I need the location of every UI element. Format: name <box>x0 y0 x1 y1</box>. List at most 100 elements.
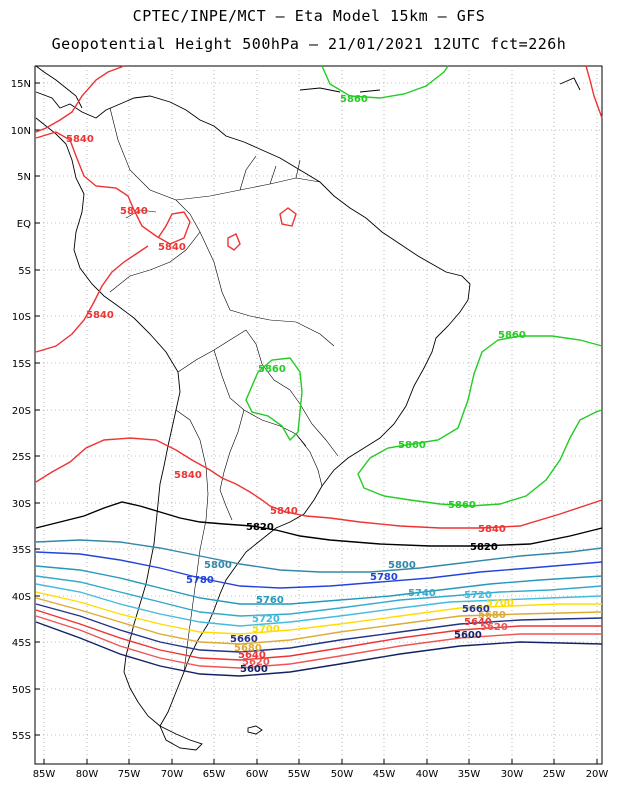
contour-5800 <box>35 539 603 573</box>
contour-label: 5800 <box>204 560 232 571</box>
contour-label: 5840 <box>174 470 202 481</box>
lat-label: 10N <box>11 126 31 137</box>
contour-5780 <box>35 551 603 589</box>
contour-label: 5720 <box>464 590 492 601</box>
contour-label: 5860 <box>258 364 286 375</box>
contour-label: 5800 <box>388 560 416 571</box>
coastline <box>35 65 581 751</box>
lon-label: 45W <box>373 769 396 780</box>
contour-label: 5840 <box>120 206 148 217</box>
contour-label: 5860 <box>340 94 368 105</box>
lat-label: 40S <box>12 592 31 603</box>
latitude-labels: 15N 10N 5N EQ 5S 10S 15S 20S 25S 30S 35S… <box>11 79 31 742</box>
contour-5720 <box>35 583 603 627</box>
contour-5820 <box>35 501 603 547</box>
lat-label: 5N <box>17 172 31 183</box>
contour-labels: 5860 5840 5840 5840 5840 5860 5860 5860 … <box>66 94 526 675</box>
contour-label: 5660 <box>230 634 258 645</box>
lon-label: 55W <box>288 769 311 780</box>
contour-label: 5840 <box>270 506 298 517</box>
lat-label: 5S <box>18 266 31 277</box>
contour-label: 5700 <box>486 598 514 609</box>
lat-label: 25S <box>12 452 31 463</box>
contour-label: 5680 <box>234 643 262 654</box>
contour-label: 5600 <box>454 630 482 641</box>
falkland-islands <box>247 725 263 735</box>
lon-label: 80W <box>76 769 99 780</box>
lon-label: 50W <box>331 769 354 780</box>
contour-label: 5680 <box>478 610 506 621</box>
contour-5760 <box>35 565 603 605</box>
central-america-coastline <box>35 65 83 109</box>
axis-ticks <box>35 82 598 764</box>
lon-label: 20W <box>586 769 609 780</box>
contour-5840-amazon-blob <box>227 233 241 251</box>
lon-label: 35W <box>458 769 481 780</box>
lat-label: 35S <box>12 545 31 556</box>
lat-label: 50S <box>12 685 31 696</box>
contour-label: 5760 <box>256 595 284 606</box>
contour-label: 5860 <box>448 500 476 511</box>
contour-label: 5620 <box>480 622 508 633</box>
contour-5600 <box>35 621 603 677</box>
contour-5620 <box>35 615 602 669</box>
map-subtitle: Geopotential Height 500hPa – 21/01/2021 … <box>51 35 567 53</box>
contour-5740 <box>35 575 603 617</box>
lat-label: 15S <box>12 359 31 370</box>
contour-5860-atlantic <box>357 335 603 507</box>
contour-label: 5720 <box>252 614 280 625</box>
contour-label: 5820 <box>246 522 274 533</box>
contour-label: 5640 <box>238 650 266 661</box>
lon-label: 75W <box>118 769 141 780</box>
lon-label: 40W <box>416 769 439 780</box>
lat-label: 10S <box>12 312 31 323</box>
contour-5860-altiplano <box>245 357 303 442</box>
contour-label: 5840 <box>86 310 114 321</box>
lon-label: 30W <box>501 769 524 780</box>
contour-label: 5660 <box>462 604 490 615</box>
contour-label: 5600 <box>240 664 268 675</box>
contour-5840-south <box>35 437 603 529</box>
contour-5840-north <box>35 65 191 245</box>
contour-label: 5860 <box>498 330 526 341</box>
south-america-coastline <box>35 91 471 727</box>
lat-label: 20S <box>12 406 31 417</box>
contour-label: 5640 <box>464 617 492 628</box>
lat-label: 30S <box>12 499 31 510</box>
contour-5660 <box>35 603 603 653</box>
lat-label: 55S <box>12 731 31 742</box>
map-title: CPTEC/INPE/MCT – Eta Model 15km – GFS <box>132 7 486 25</box>
lon-label: 25W <box>543 769 566 780</box>
contour-label: 5740 <box>408 588 436 599</box>
contour-5840-blob-2 <box>279 207 297 227</box>
contour-label: 5840 <box>66 134 94 145</box>
contours <box>35 65 603 677</box>
contour-5640 <box>35 609 602 661</box>
lon-label: 65W <box>203 769 226 780</box>
lat-label: 45S <box>12 638 31 649</box>
contour-5860-caribbean <box>321 65 449 99</box>
contour-label: 5780 <box>186 575 214 586</box>
contour-label: 5820 <box>470 542 498 553</box>
contour-label: 5620 <box>242 657 270 668</box>
lon-label: 60W <box>246 769 269 780</box>
lon-label: 70W <box>161 769 184 780</box>
map-frame <box>34 65 603 765</box>
contour-5840-ne <box>585 65 603 119</box>
tierra-del-fuego <box>159 725 203 751</box>
contour-label: 5780 <box>370 572 398 583</box>
contour-label: 5860 <box>398 440 426 451</box>
graticule <box>35 66 602 764</box>
lon-label: 85W <box>33 769 56 780</box>
contour-label: 5700 <box>252 624 280 635</box>
contour-label: 5840 <box>158 242 186 253</box>
caribbean-islands <box>299 77 581 93</box>
lat-label: EQ <box>17 219 31 230</box>
contour-5840-west <box>35 245 149 353</box>
contour-5680 <box>35 597 603 645</box>
contour-5700 <box>35 591 602 635</box>
contour-label: 5840 <box>478 524 506 535</box>
longitude-labels: 85W 80W 75W 70W 65W 60W 55W 50W 45W 40W … <box>33 769 609 780</box>
lat-label: 15N <box>11 79 31 90</box>
